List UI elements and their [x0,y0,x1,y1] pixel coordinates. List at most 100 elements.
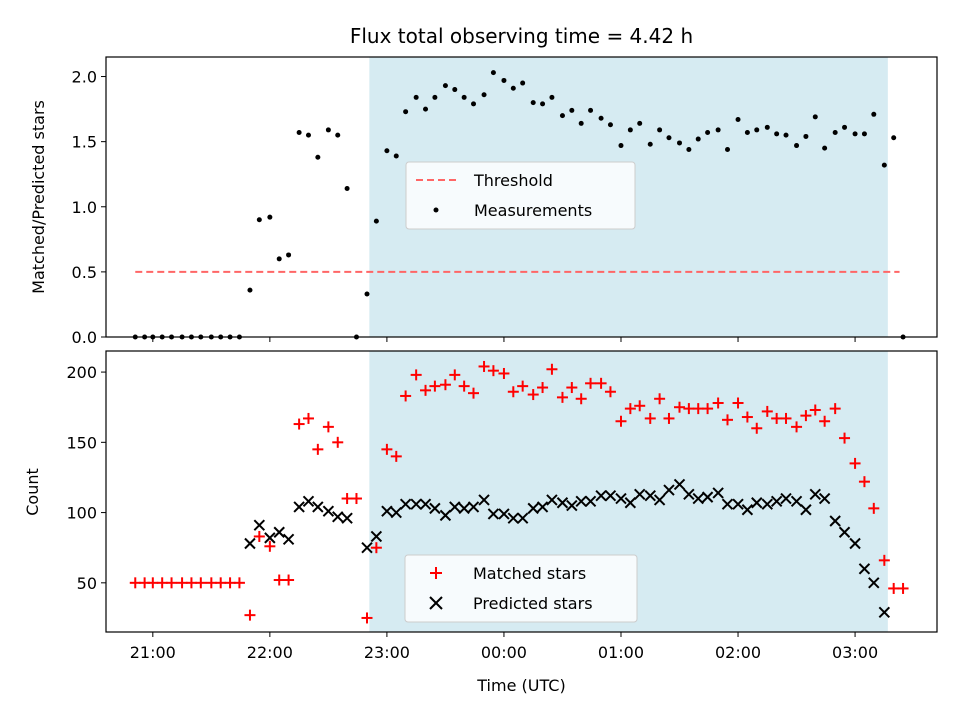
matched-star-point [468,387,480,399]
predicted-star-point [770,495,783,508]
predicted-star-point [829,515,841,527]
predicted-star-point [624,497,637,509]
matched-star-point [888,582,900,594]
predicted-star-point [332,511,344,523]
measurement-point [715,127,721,133]
predicted-star-point [868,577,880,589]
x-tick-label: 22:00 [247,643,293,662]
top-panel: 0.00.51.01.52.0 Matched/Predicted stars … [29,56,938,347]
measurement-point [423,106,429,112]
measurement-point [403,109,409,115]
matched-star-point [546,363,558,375]
matched-star-point [858,476,870,488]
predicted-star-point [264,532,276,544]
measurement-point [247,287,253,293]
matched-star-point [527,389,539,401]
matched-star-point [224,577,236,589]
matched-stars-legend-label: Matched stars [473,564,586,583]
matched-star-point [624,403,636,415]
measurement-point [774,131,780,137]
predicted-star-point [293,501,305,513]
predicted-star-point [478,494,490,506]
matched-star-point [264,540,276,552]
measurements-series [132,70,906,340]
predicted-star-point [721,498,734,510]
matched-star-point [215,577,227,589]
measurement-point [315,154,321,160]
bottom-y-axis-label: Count [23,468,42,516]
predicted-star-point [399,498,412,510]
bottom-axes-frame [105,350,938,633]
matched-star-point [809,404,821,416]
predicted-star-point [516,512,529,524]
bottom-panel: 50 100 150 200 21:00 22:00 23:00 00:00 01:00 02:… [23,350,938,695]
measurement-point [325,127,331,133]
matched-star-point [370,542,382,554]
predicted-star-point [429,502,441,515]
matched-star-point [166,577,178,589]
measurement-point [384,148,390,154]
measurement-point [627,127,633,133]
matched-star-point [791,421,803,433]
matched-star-point [712,397,724,409]
predicted-star-point [634,488,646,501]
matched-star-point [751,422,763,434]
measurement-point [871,111,877,117]
matched-star-point [663,412,675,424]
predicted-star-point [370,530,383,543]
matched-star-point [381,443,393,455]
predicted-star-point [780,492,792,505]
matched-star-point [322,421,334,433]
predicted-star-point [556,497,569,509]
top-x-ticks [152,337,856,342]
matched-star-point [205,577,217,589]
x-tick-label: 01:00 [598,643,644,662]
measurement-point [695,136,701,142]
y-tick-label: 2.0 [72,68,97,87]
predicted-star-point [312,501,324,513]
measurement-point [852,131,858,137]
matched-star-point [683,403,695,415]
measurement-point [393,153,399,159]
matched-star-point [634,400,646,412]
measurement-point [666,135,672,141]
matched-star-point [604,386,616,398]
measurement-point [618,143,624,149]
matched-star-point [302,412,314,424]
matched-star-point [566,382,578,394]
predicted-star-point [536,501,549,513]
matched-star-point [517,380,529,392]
x-tick-label: 21:00 [130,643,176,662]
measurements-legend-marker [433,207,439,213]
measurement-point [891,135,897,141]
predicted-star-point [507,512,520,524]
predicted-star-point [818,492,831,505]
predicted-star-point [449,501,461,513]
y-tick-label: 150 [66,433,97,452]
matched-star-point [732,397,744,409]
predicted-star-point [498,508,510,520]
predicted-star-point [546,494,558,506]
matched-star-point [644,412,656,424]
measurement-point [490,70,496,76]
predicted-star-point [419,498,432,510]
x-tick-label: 03:00 [832,643,878,662]
predicted-star-point [838,526,851,538]
x-tick-label: 00:00 [481,643,527,662]
chart-title: Flux total observing time = 4.42 h [350,24,693,48]
bottom-legend: Matched stars Predicted stars [404,554,638,623]
measurement-point [461,94,467,100]
measurement-point [364,291,370,297]
matched-star-point [332,436,344,448]
predicted-star-point [302,495,315,508]
measurement-point [373,218,379,224]
matched-star-point [595,377,607,389]
bottom-y-ticks: 50 100 150 200 [66,363,106,593]
predicted-star-point [663,484,675,496]
measurement-point [540,101,546,107]
matched-star-point [741,411,753,423]
top-y-axis-label: Matched/Predicted stars [29,100,48,294]
predicted-star-point [701,491,714,503]
y-tick-label: 1.5 [72,133,97,152]
matched-stars-legend-marker [430,567,442,579]
